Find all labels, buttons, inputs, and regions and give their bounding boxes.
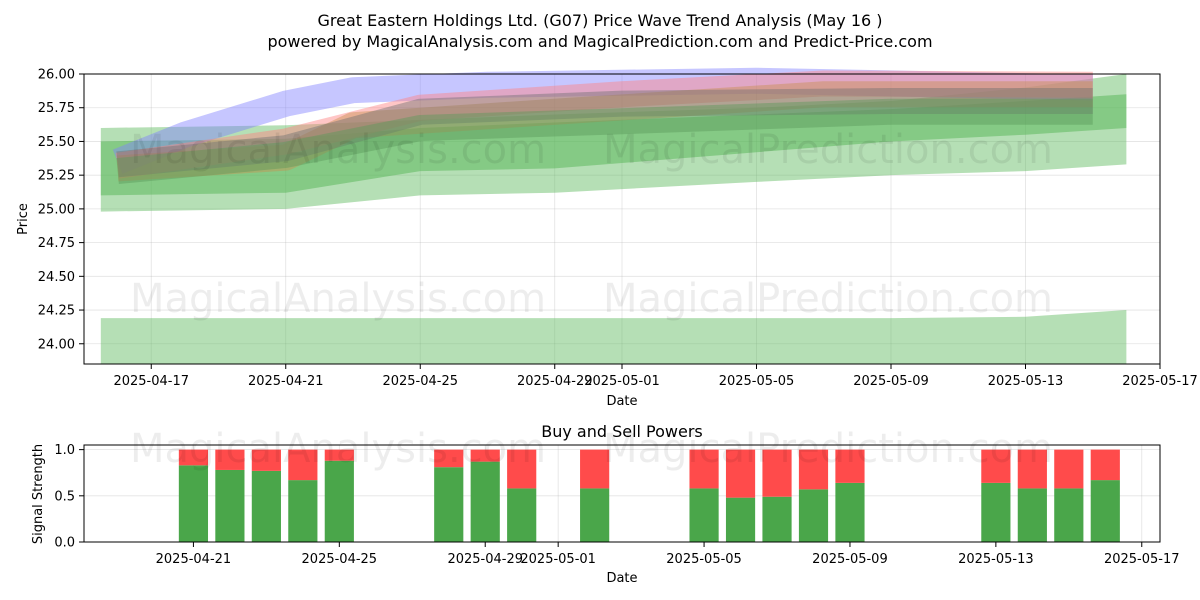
signal-y-ticks: 0.0 0.5 1.0 bbox=[54, 443, 84, 551]
price-y-tick-label: 25.50 bbox=[38, 135, 75, 150]
sell-power-bar bbox=[1054, 449, 1084, 489]
signal-y-tick-label: 1.0 bbox=[54, 443, 75, 458]
sell-power-bar bbox=[689, 449, 719, 489]
price-y-axis-label: Price bbox=[16, 203, 31, 235]
buy-power-bar bbox=[762, 496, 792, 542]
price-y-tick-label: 26.00 bbox=[38, 68, 75, 83]
signal-x-tick-label: 2025-05-13 bbox=[958, 552, 1034, 567]
sell-power-bar bbox=[1017, 449, 1047, 489]
buy-power-bar bbox=[1090, 480, 1120, 542]
buy-power-bar bbox=[689, 488, 719, 542]
signal-y-tick-label: 0.5 bbox=[54, 489, 75, 504]
signal-x-tick-label: 2025-04-25 bbox=[302, 552, 378, 567]
price-x-axis-label: Date bbox=[606, 394, 637, 409]
price-x-tick-label: 2025-05-05 bbox=[719, 374, 795, 389]
watermark-analysis-bottom: MagicalAnalysis.com bbox=[130, 426, 546, 472]
price-y-ticks: 24.00 24.25 24.50 24.75 25.00 25.25 25.50 25.75… bbox=[38, 68, 84, 352]
price-wave bbox=[116, 81, 1093, 182]
signal-plot-frame bbox=[83, 444, 1161, 543]
buy-power-bar bbox=[798, 489, 829, 542]
chart-subtitle: powered by MagicalAnalysis.com and Magic… bbox=[267, 32, 932, 51]
price-band bbox=[100, 310, 1127, 364]
price-x-tick-label: 2025-04-21 bbox=[248, 374, 324, 389]
price-y-tick-label: 25.75 bbox=[38, 101, 75, 116]
signal-bars bbox=[178, 449, 1120, 542]
buy-power-bar bbox=[725, 497, 756, 542]
price-waves bbox=[112, 67, 1094, 185]
signal-x-tick-label: 2025-04-21 bbox=[156, 552, 232, 567]
price-y-tick-label: 24.25 bbox=[38, 304, 75, 319]
buy-power-bar bbox=[835, 482, 865, 542]
sell-power-bar bbox=[507, 449, 537, 489]
price-x-tick-label: 2025-05-09 bbox=[853, 374, 929, 389]
signal-x-ticks: 2025-04-21 2025-04-25 2025-04-292025-05-01… bbox=[156, 542, 1180, 567]
buy-power-bar bbox=[981, 482, 1011, 542]
signal-x-tick-label: 2025-05-05 bbox=[666, 552, 742, 567]
buy-power-bar bbox=[1017, 488, 1047, 542]
sell-power-bar bbox=[215, 449, 245, 470]
price-x-tick-label: 2025-05-13 bbox=[988, 374, 1064, 389]
sell-power-bar bbox=[434, 449, 464, 468]
buy-power-bar bbox=[434, 467, 464, 542]
price-y-tick-label: 25.25 bbox=[38, 169, 75, 184]
sell-power-bar bbox=[762, 449, 792, 497]
price-x-tick-label: 2025-04-29 bbox=[517, 374, 593, 389]
price-y-tick-label: 24.75 bbox=[38, 236, 75, 251]
price-x-tick-label: 2025-04-17 bbox=[113, 374, 189, 389]
price-wave bbox=[116, 87, 1093, 178]
buy-power-bar bbox=[178, 465, 209, 542]
signal-x-axis-label: Date bbox=[606, 571, 637, 586]
watermark-prediction-mid: MagicalPrediction.com bbox=[603, 276, 1053, 322]
price-x-tick-label: 2025-05-17 bbox=[1122, 374, 1198, 389]
buy-power-bar bbox=[507, 488, 537, 542]
sell-power-bar bbox=[1090, 449, 1120, 481]
watermark-prediction-top: MagicalPrediction.com bbox=[603, 127, 1053, 173]
chart-title: Great Eastern Holdings Ltd. (G07) Price … bbox=[317, 11, 882, 30]
sell-power-bar bbox=[835, 449, 865, 483]
buy-power-bar bbox=[251, 470, 281, 542]
watermark-prediction-bottom: MagicalPrediction.com bbox=[603, 426, 1053, 472]
price-x-tick-label: 2025-05-01 bbox=[584, 374, 660, 389]
price-x-ticks: 2025-04-17 2025-04-21 2025-04-25 2025-04-29… bbox=[113, 364, 1198, 389]
watermark-analysis-top: MagicalAnalysis.com bbox=[130, 127, 546, 173]
signal-x-tick-label: 2025-04-29 bbox=[447, 552, 523, 567]
buy-power-bar bbox=[324, 460, 354, 542]
price-x-tick-label: 2025-04-25 bbox=[382, 374, 458, 389]
price-panel: MagicalAnalysis.com MagicalPrediction.co… bbox=[16, 68, 1198, 410]
buy-power-bar bbox=[1054, 488, 1084, 542]
sell-power-bar bbox=[324, 449, 354, 461]
signal-chart-title: Buy and Sell Powers bbox=[541, 422, 703, 441]
price-wave bbox=[115, 70, 1093, 179]
sell-power-bar bbox=[178, 449, 209, 466]
watermark-analysis-mid: MagicalAnalysis.com bbox=[130, 276, 546, 322]
buy-power-bar bbox=[215, 469, 245, 542]
sell-power-bar bbox=[288, 449, 318, 481]
signal-y-tick-label: 0.0 bbox=[54, 536, 75, 551]
sell-power-bar bbox=[470, 449, 500, 462]
buy-power-bar bbox=[470, 461, 500, 542]
sell-power-bar bbox=[798, 449, 829, 490]
price-y-tick-label: 24.50 bbox=[38, 270, 75, 285]
price-wave bbox=[116, 98, 1093, 185]
signal-panel: Buy and Sell Powers MagicalAnalysis.com … bbox=[31, 422, 1180, 586]
signal-x-tick-label: 2025-05-17 bbox=[1104, 552, 1180, 567]
signal-x-tick-label: 2025-05-09 bbox=[812, 552, 888, 567]
sell-power-bar bbox=[725, 449, 756, 498]
price-y-tick-label: 24.00 bbox=[38, 337, 75, 352]
sell-power-bar bbox=[251, 449, 281, 471]
sell-power-bar bbox=[981, 449, 1011, 483]
price-band bbox=[100, 94, 1127, 196]
price-bands bbox=[100, 74, 1127, 364]
price-wave bbox=[112, 67, 1094, 174]
buy-power-bar bbox=[580, 488, 610, 542]
price-y-tick-label: 25.00 bbox=[38, 202, 75, 217]
sell-power-bar bbox=[580, 449, 610, 489]
buy-power-bar bbox=[288, 480, 318, 542]
signal-y-axis-label: Signal Strength bbox=[31, 444, 46, 544]
signal-x-tick-label: 2025-05-01 bbox=[520, 552, 596, 567]
